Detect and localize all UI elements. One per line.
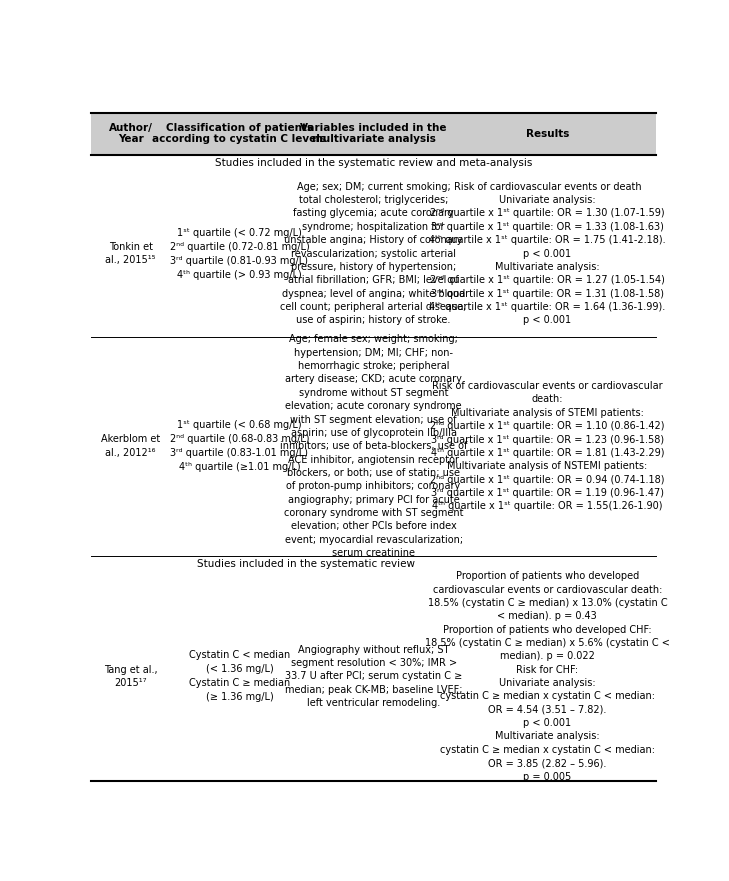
Text: Cystatin C < median
(< 1.36 mg/L)
Cystatin C ≥ median
(≥ 1.36 mg/L): Cystatin C < median (< 1.36 mg/L) Cystat… [189,650,290,702]
Text: Risk of cardiovascular events or cardiovascular
death:
Multivariate analysis of : Risk of cardiovascular events or cardiov… [430,381,665,511]
Text: Angiography without reflux; ST
segment resolution < 30%; IMR >
33.7 U after PCI;: Angiography without reflux; ST segment r… [285,645,462,708]
Text: Studies included in the systematic review: Studies included in the systematic revie… [197,559,415,569]
Text: Results: Results [526,129,569,138]
FancyBboxPatch shape [91,113,656,154]
Text: Risk of cardiovascular events or death
Univariate analysis:
2ⁿᵈ quartile x 1ˢᵗ q: Risk of cardiovascular events or death U… [429,181,666,325]
Text: Classification of patients
according to cystatin C levels: Classification of patients according to … [152,122,327,144]
Text: Tonkin et
al., 2015¹⁵: Tonkin et al., 2015¹⁵ [106,241,156,265]
Text: Variables included in the
multivariate analysis: Variables included in the multivariate a… [300,122,447,144]
Text: Tang et al.,
2015¹⁷: Tang et al., 2015¹⁷ [104,664,157,688]
Text: Akerblom et
al., 2012¹⁶: Akerblom et al., 2012¹⁶ [101,434,160,458]
Text: Author/
Year: Author/ Year [109,122,152,144]
Text: Proportion of patients who developed
cardiovascular events or cardiovascular dea: Proportion of patients who developed car… [425,571,670,781]
Text: Studies included in the systematic review and meta-analysis: Studies included in the systematic revie… [215,158,532,167]
Text: Age; female sex; weight; smoking;
hypertension; DM; MI; CHF; non-
hemorrhagic st: Age; female sex; weight; smoking; hypert… [280,335,467,558]
Text: Age; sex; DM; current smoking;
total cholesterol; triglycerides;
fasting glycemi: Age; sex; DM; current smoking; total cho… [281,181,467,325]
Text: 1ˢᵗ quartile (< 0.72 mg/L)
2ⁿᵈ quartile (0.72-0.81 mg/L)
3ʳᵈ quartile (0.81-0.93: 1ˢᵗ quartile (< 0.72 mg/L) 2ⁿᵈ quartile … [170,227,309,279]
Text: 1ˢᵗ quartile (< 0.68 mg/L)
2ⁿᵈ quartile (0.68-0.83 mg/L)
3ʳᵈ quartile (0.83-1.01: 1ˢᵗ quartile (< 0.68 mg/L) 2ⁿᵈ quartile … [170,420,309,472]
